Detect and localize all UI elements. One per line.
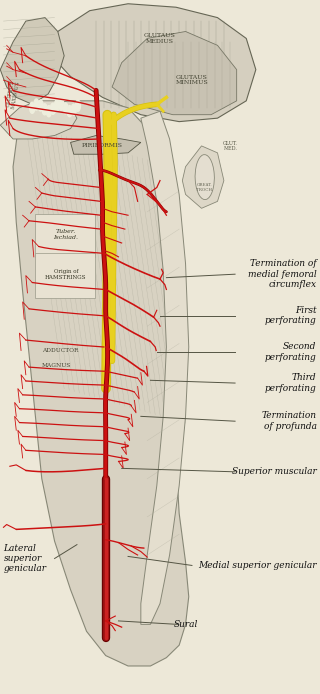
Text: Termination
of profunda: Termination of profunda	[261, 412, 316, 431]
Circle shape	[71, 104, 76, 115]
Circle shape	[34, 99, 39, 110]
Text: GLUTAUS
MEDIUS: GLUTAUS MEDIUS	[144, 33, 176, 44]
Polygon shape	[52, 3, 256, 121]
Text: MAGNUS: MAGNUS	[42, 362, 71, 368]
Ellipse shape	[195, 155, 214, 200]
Circle shape	[75, 100, 80, 111]
Circle shape	[67, 105, 72, 117]
Polygon shape	[182, 146, 224, 208]
Text: Medial superior genicular: Medial superior genicular	[198, 561, 316, 570]
FancyBboxPatch shape	[36, 214, 94, 257]
Polygon shape	[0, 17, 64, 104]
Text: PIRIFORMIS: PIRIFORMIS	[82, 144, 123, 149]
Text: First
perforating: First perforating	[265, 306, 316, 325]
Text: Second
perforating: Second perforating	[265, 342, 316, 362]
Polygon shape	[70, 135, 141, 154]
Text: GLUT.
MED.: GLUT. MED.	[223, 140, 238, 151]
Text: Termination of
medial femoral
circumflex: Termination of medial femoral circumflex	[248, 260, 316, 289]
Circle shape	[46, 105, 52, 117]
Polygon shape	[13, 101, 189, 666]
Text: ADDUCTOR: ADDUCTOR	[42, 348, 78, 353]
Text: Superior muscular: Superior muscular	[232, 467, 316, 476]
Circle shape	[55, 99, 60, 110]
Circle shape	[51, 103, 56, 115]
Text: Third
perforating: Third perforating	[265, 373, 316, 393]
Polygon shape	[0, 101, 77, 139]
FancyBboxPatch shape	[36, 253, 94, 298]
Text: Tuber.
Ischiad.: Tuber. Ischiad.	[53, 229, 78, 240]
Text: GLUTEUS
MAXIMUS: GLUTEUS MAXIMUS	[5, 79, 21, 109]
Circle shape	[59, 99, 64, 110]
Circle shape	[38, 100, 43, 111]
Text: Sural: Sural	[174, 620, 198, 629]
Text: GREAT.
TROCH.: GREAT. TROCH.	[196, 183, 213, 192]
Polygon shape	[112, 31, 237, 115]
Polygon shape	[141, 111, 189, 625]
Text: Origin of
HAMSTRINGS: Origin of HAMSTRINGS	[45, 269, 86, 280]
Circle shape	[63, 103, 68, 114]
Circle shape	[30, 102, 35, 113]
Circle shape	[42, 103, 47, 115]
Text: Lateral
superior
genicular: Lateral superior genicular	[4, 543, 46, 573]
Text: GLUTAUS
MINIMUS: GLUTAUS MINIMUS	[176, 75, 208, 85]
